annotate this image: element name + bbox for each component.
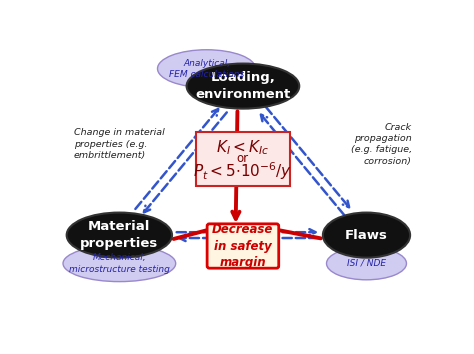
- Ellipse shape: [323, 212, 410, 258]
- Ellipse shape: [67, 212, 172, 258]
- Ellipse shape: [187, 64, 299, 109]
- Ellipse shape: [327, 247, 407, 280]
- Text: Mechanical,
microstructure testing: Mechanical, microstructure testing: [69, 253, 170, 274]
- Text: Material
properties: Material properties: [80, 220, 158, 250]
- Text: Crack
propagation
(e.g. fatigue,
corrosion): Crack propagation (e.g. fatigue, corrosi…: [351, 122, 412, 166]
- FancyBboxPatch shape: [207, 224, 279, 268]
- Text: Loading,
environment: Loading, environment: [195, 72, 291, 101]
- Text: Change in material
properties (e.g.
embrittlement): Change in material properties (e.g. embr…: [74, 128, 164, 160]
- Text: Analytical,
FEM calculations: Analytical, FEM calculations: [169, 59, 244, 79]
- Text: Decrease
in safety
margin: Decrease in safety margin: [212, 223, 273, 269]
- Text: ISI / NDE: ISI / NDE: [347, 259, 386, 268]
- Text: Flaws: Flaws: [345, 229, 388, 241]
- Text: $P_t < 5{\cdot}10^{-6}/y$: $P_t < 5{\cdot}10^{-6}/y$: [193, 161, 292, 182]
- FancyBboxPatch shape: [196, 132, 290, 186]
- Ellipse shape: [157, 50, 255, 87]
- Text: or: or: [237, 152, 249, 165]
- Ellipse shape: [63, 245, 176, 282]
- Text: $K_I < K_{Ic}$: $K_I < K_{Ic}$: [216, 138, 270, 156]
